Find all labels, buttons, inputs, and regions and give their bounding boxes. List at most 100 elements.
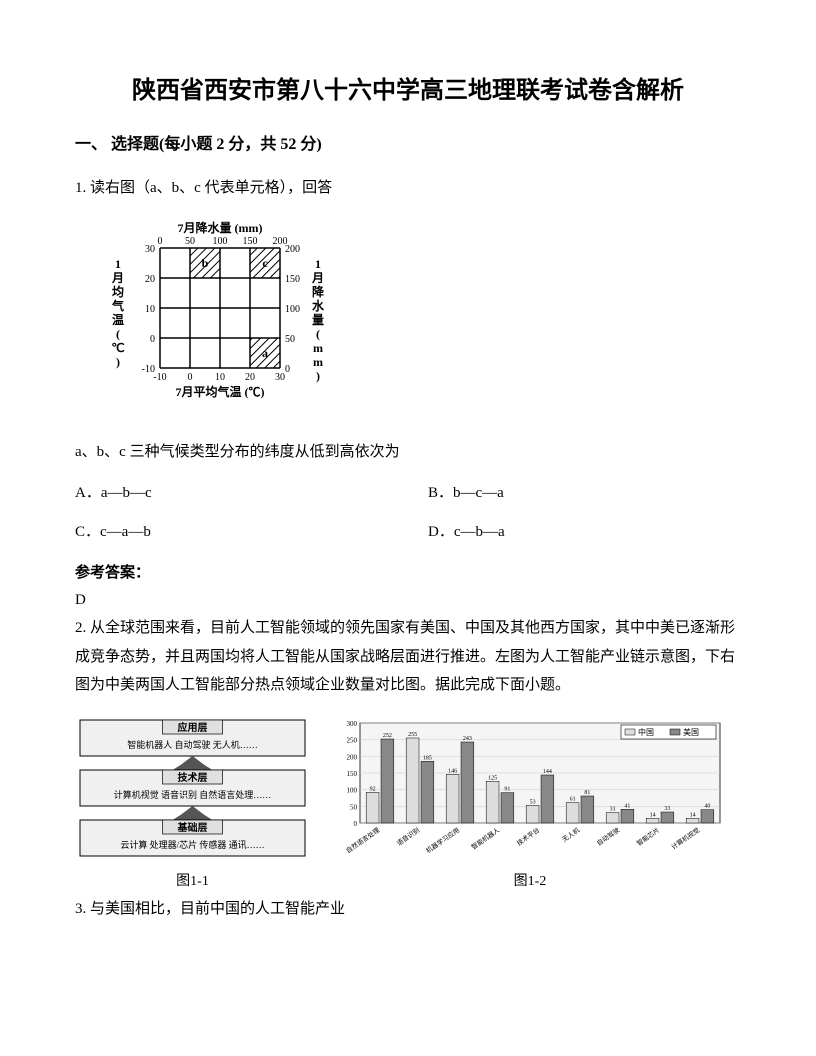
svg-text:61: 61 <box>570 796 576 802</box>
svg-text:量: 量 <box>312 313 324 327</box>
answer-label: 参考答案： <box>75 561 741 582</box>
svg-text:语音识别: 语音识别 <box>395 825 421 847</box>
svg-text:(: ( <box>316 327 320 341</box>
svg-text:100: 100 <box>347 786 358 794</box>
svg-text:30: 30 <box>275 372 285 383</box>
svg-text:技术层: 技术层 <box>178 771 208 784</box>
svg-text:0: 0 <box>158 236 163 247</box>
svg-text:150: 150 <box>243 236 258 247</box>
answer-value: D <box>75 592 741 609</box>
svg-text:125: 125 <box>488 775 497 781</box>
svg-text:计算机视觉: 计算机视觉 <box>669 824 701 850</box>
svg-text:7月降水量 (mm): 7月降水量 (mm) <box>178 220 263 235</box>
svg-text:81: 81 <box>584 790 590 796</box>
svg-text:1: 1 <box>115 257 121 271</box>
q3-prompt: 3. 与美国相比，目前中国的人工智能产业 <box>75 895 741 924</box>
q1-prompt: 1. 读右图（a、b、c 代表单元格），回答 <box>75 174 741 203</box>
svg-text:应用层: 应用层 <box>178 721 208 734</box>
svg-text:b: b <box>202 256 209 270</box>
svg-text:31: 31 <box>610 806 616 812</box>
fig1-2-caption: 图1-2 <box>330 870 730 890</box>
svg-text:100: 100 <box>285 304 300 315</box>
option-c: C．c—a—b <box>75 520 388 541</box>
svg-text:250: 250 <box>347 736 358 744</box>
svg-text:50: 50 <box>285 334 295 345</box>
page-title: 陕西省西安市第八十六中学高三地理联考试卷含解析 <box>75 70 741 105</box>
svg-text:-10: -10 <box>142 364 155 375</box>
svg-text:基础层: 基础层 <box>177 821 208 834</box>
svg-text:计算机视觉 语音识别 自然语言处理……: 计算机视觉 语音识别 自然语言处理…… <box>114 789 272 800</box>
q1-sub: a、b、c 三种气候类型分布的纬度从低到高依次为 <box>75 438 741 467</box>
svg-text:c: c <box>262 256 268 270</box>
svg-text:252: 252 <box>383 733 392 739</box>
svg-text:50: 50 <box>185 236 195 247</box>
svg-text:云计算 处理器/芯片 传感器 通讯……: 云计算 处理器/芯片 传感器 通讯…… <box>120 839 264 850</box>
svg-text:均: 均 <box>112 284 124 299</box>
svg-text:0: 0 <box>150 334 155 345</box>
svg-text:水: 水 <box>312 298 325 313</box>
option-a: A．a—b—c <box>75 481 388 502</box>
svg-text:0: 0 <box>188 372 193 383</box>
svg-text:243: 243 <box>463 736 472 742</box>
svg-text:): ) <box>316 369 320 383</box>
q2-figures: 应用层智能机器人 自动驾驶 无人机…… 技术层计算机视觉 语音识别 自然语言处理…… <box>75 715 741 890</box>
svg-text:机器学习应用: 机器学习应用 <box>424 825 461 855</box>
svg-text:智能机器人 自动驾驶 无人机……: 智能机器人 自动驾驶 无人机…… <box>127 739 258 750</box>
svg-text:300: 300 <box>347 720 358 728</box>
svg-text:92: 92 <box>370 786 376 792</box>
fig1-2-container: 05010015020025030092252自然语言处理255185语音识别1… <box>330 715 730 890</box>
svg-text:月: 月 <box>311 271 324 285</box>
svg-text:185: 185 <box>423 755 432 761</box>
svg-text:美国: 美国 <box>683 727 699 737</box>
svg-text:100: 100 <box>213 236 228 247</box>
fig1-1-caption: 图1-1 <box>75 870 310 890</box>
svg-text:0: 0 <box>285 364 290 375</box>
svg-text:m: m <box>313 355 323 369</box>
svg-text:91: 91 <box>504 786 510 792</box>
svg-text:智能机器人: 智能机器人 <box>469 824 501 850</box>
svg-text:月: 月 <box>111 271 124 285</box>
fig1-1-container: 应用层智能机器人 自动驾驶 无人机…… 技术层计算机视觉 语音识别 自然语言处理…… <box>75 715 310 890</box>
option-d: D．c—b—a <box>428 520 741 541</box>
svg-text:-10: -10 <box>153 372 166 383</box>
option-b: B．b—c—a <box>428 481 741 502</box>
svg-text:144: 144 <box>543 769 552 775</box>
svg-text:a: a <box>262 346 268 360</box>
svg-text:200: 200 <box>285 244 300 255</box>
svg-text:20: 20 <box>145 274 155 285</box>
svg-text:10: 10 <box>215 372 225 383</box>
q1-options: A．a—b—c B．b—c—a C．c—a—b D．c—b—a <box>75 481 741 541</box>
svg-text:20: 20 <box>245 372 255 383</box>
svg-text:33: 33 <box>664 806 670 812</box>
svg-text:自然语言处理: 自然语言处理 <box>344 824 382 854</box>
svg-text:自动驾驶: 自动驾驶 <box>595 824 622 847</box>
svg-text:14: 14 <box>690 812 696 818</box>
svg-text:℃: ℃ <box>111 341 124 355</box>
svg-text:0: 0 <box>354 820 358 828</box>
svg-text:中国: 中国 <box>638 727 654 737</box>
svg-text:无人机: 无人机 <box>560 824 582 843</box>
svg-text:10: 10 <box>145 304 155 315</box>
svg-text:智能芯片: 智能芯片 <box>635 825 661 847</box>
svg-text:30: 30 <box>145 244 155 255</box>
svg-text:150: 150 <box>285 274 300 285</box>
svg-text:41: 41 <box>624 803 630 809</box>
svg-text:146: 146 <box>448 768 457 774</box>
svg-text:气: 气 <box>111 298 124 313</box>
svg-text:53: 53 <box>530 799 536 805</box>
svg-text:14: 14 <box>650 812 656 818</box>
svg-text:): ) <box>116 355 120 369</box>
section-header: 一、 选择题(每小题 2 分，共 52 分) <box>75 130 741 154</box>
svg-text:255: 255 <box>408 732 417 738</box>
svg-text:降: 降 <box>312 284 325 299</box>
svg-text:50: 50 <box>350 803 358 811</box>
svg-text:m: m <box>313 341 323 355</box>
q1-figure: bca050100150200-1001020303020100-1020015… <box>100 218 741 418</box>
svg-text:温: 温 <box>112 313 124 327</box>
svg-text:技术平台: 技术平台 <box>515 825 541 847</box>
svg-text:150: 150 <box>347 770 358 778</box>
svg-text:(: ( <box>116 327 120 341</box>
svg-text:1: 1 <box>315 257 321 271</box>
svg-text:40: 40 <box>704 803 710 809</box>
q2-prompt: 2. 从全球范围来看，目前人工智能领域的领先国家有美国、中国及其他西方国家，其中… <box>75 614 741 700</box>
